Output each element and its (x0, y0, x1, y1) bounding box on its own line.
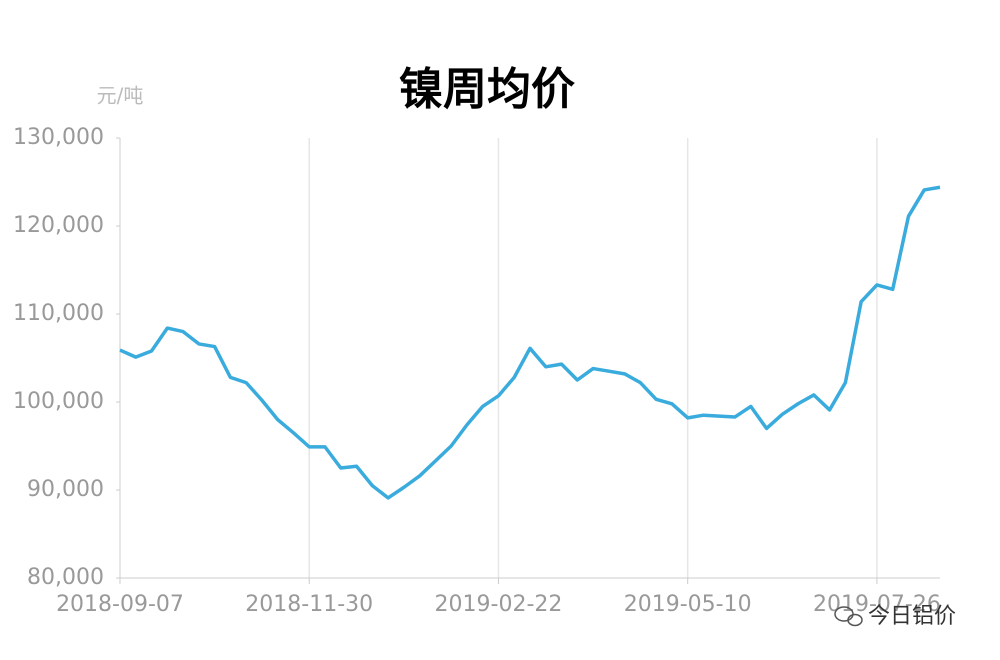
x-tick-label: 2019-02-22 (435, 592, 563, 617)
y-tick-label: 110,000 (13, 301, 104, 326)
y-unit: 元/吨 (97, 84, 144, 108)
x-tick-label: 2018-09-07 (56, 592, 184, 617)
x-tick-label: 2019-05-10 (624, 592, 752, 617)
y-tick-label: 90,000 (27, 477, 104, 502)
x-tick-label: 2019-07-26 (813, 592, 941, 617)
y-tick-label: 130,000 (13, 125, 104, 150)
line (119, 185, 941, 500)
watermark: 今日铝价 (868, 604, 956, 629)
y-tick-label: 80,000 (27, 565, 104, 590)
watermark-icon (834, 606, 863, 627)
y-tick-label: 120,000 (13, 213, 104, 238)
x-tick-label: 2018-11-30 (245, 592, 373, 617)
y-tick-label: 100,000 (13, 389, 104, 414)
chart-title: 镍周均价 (399, 64, 575, 115)
